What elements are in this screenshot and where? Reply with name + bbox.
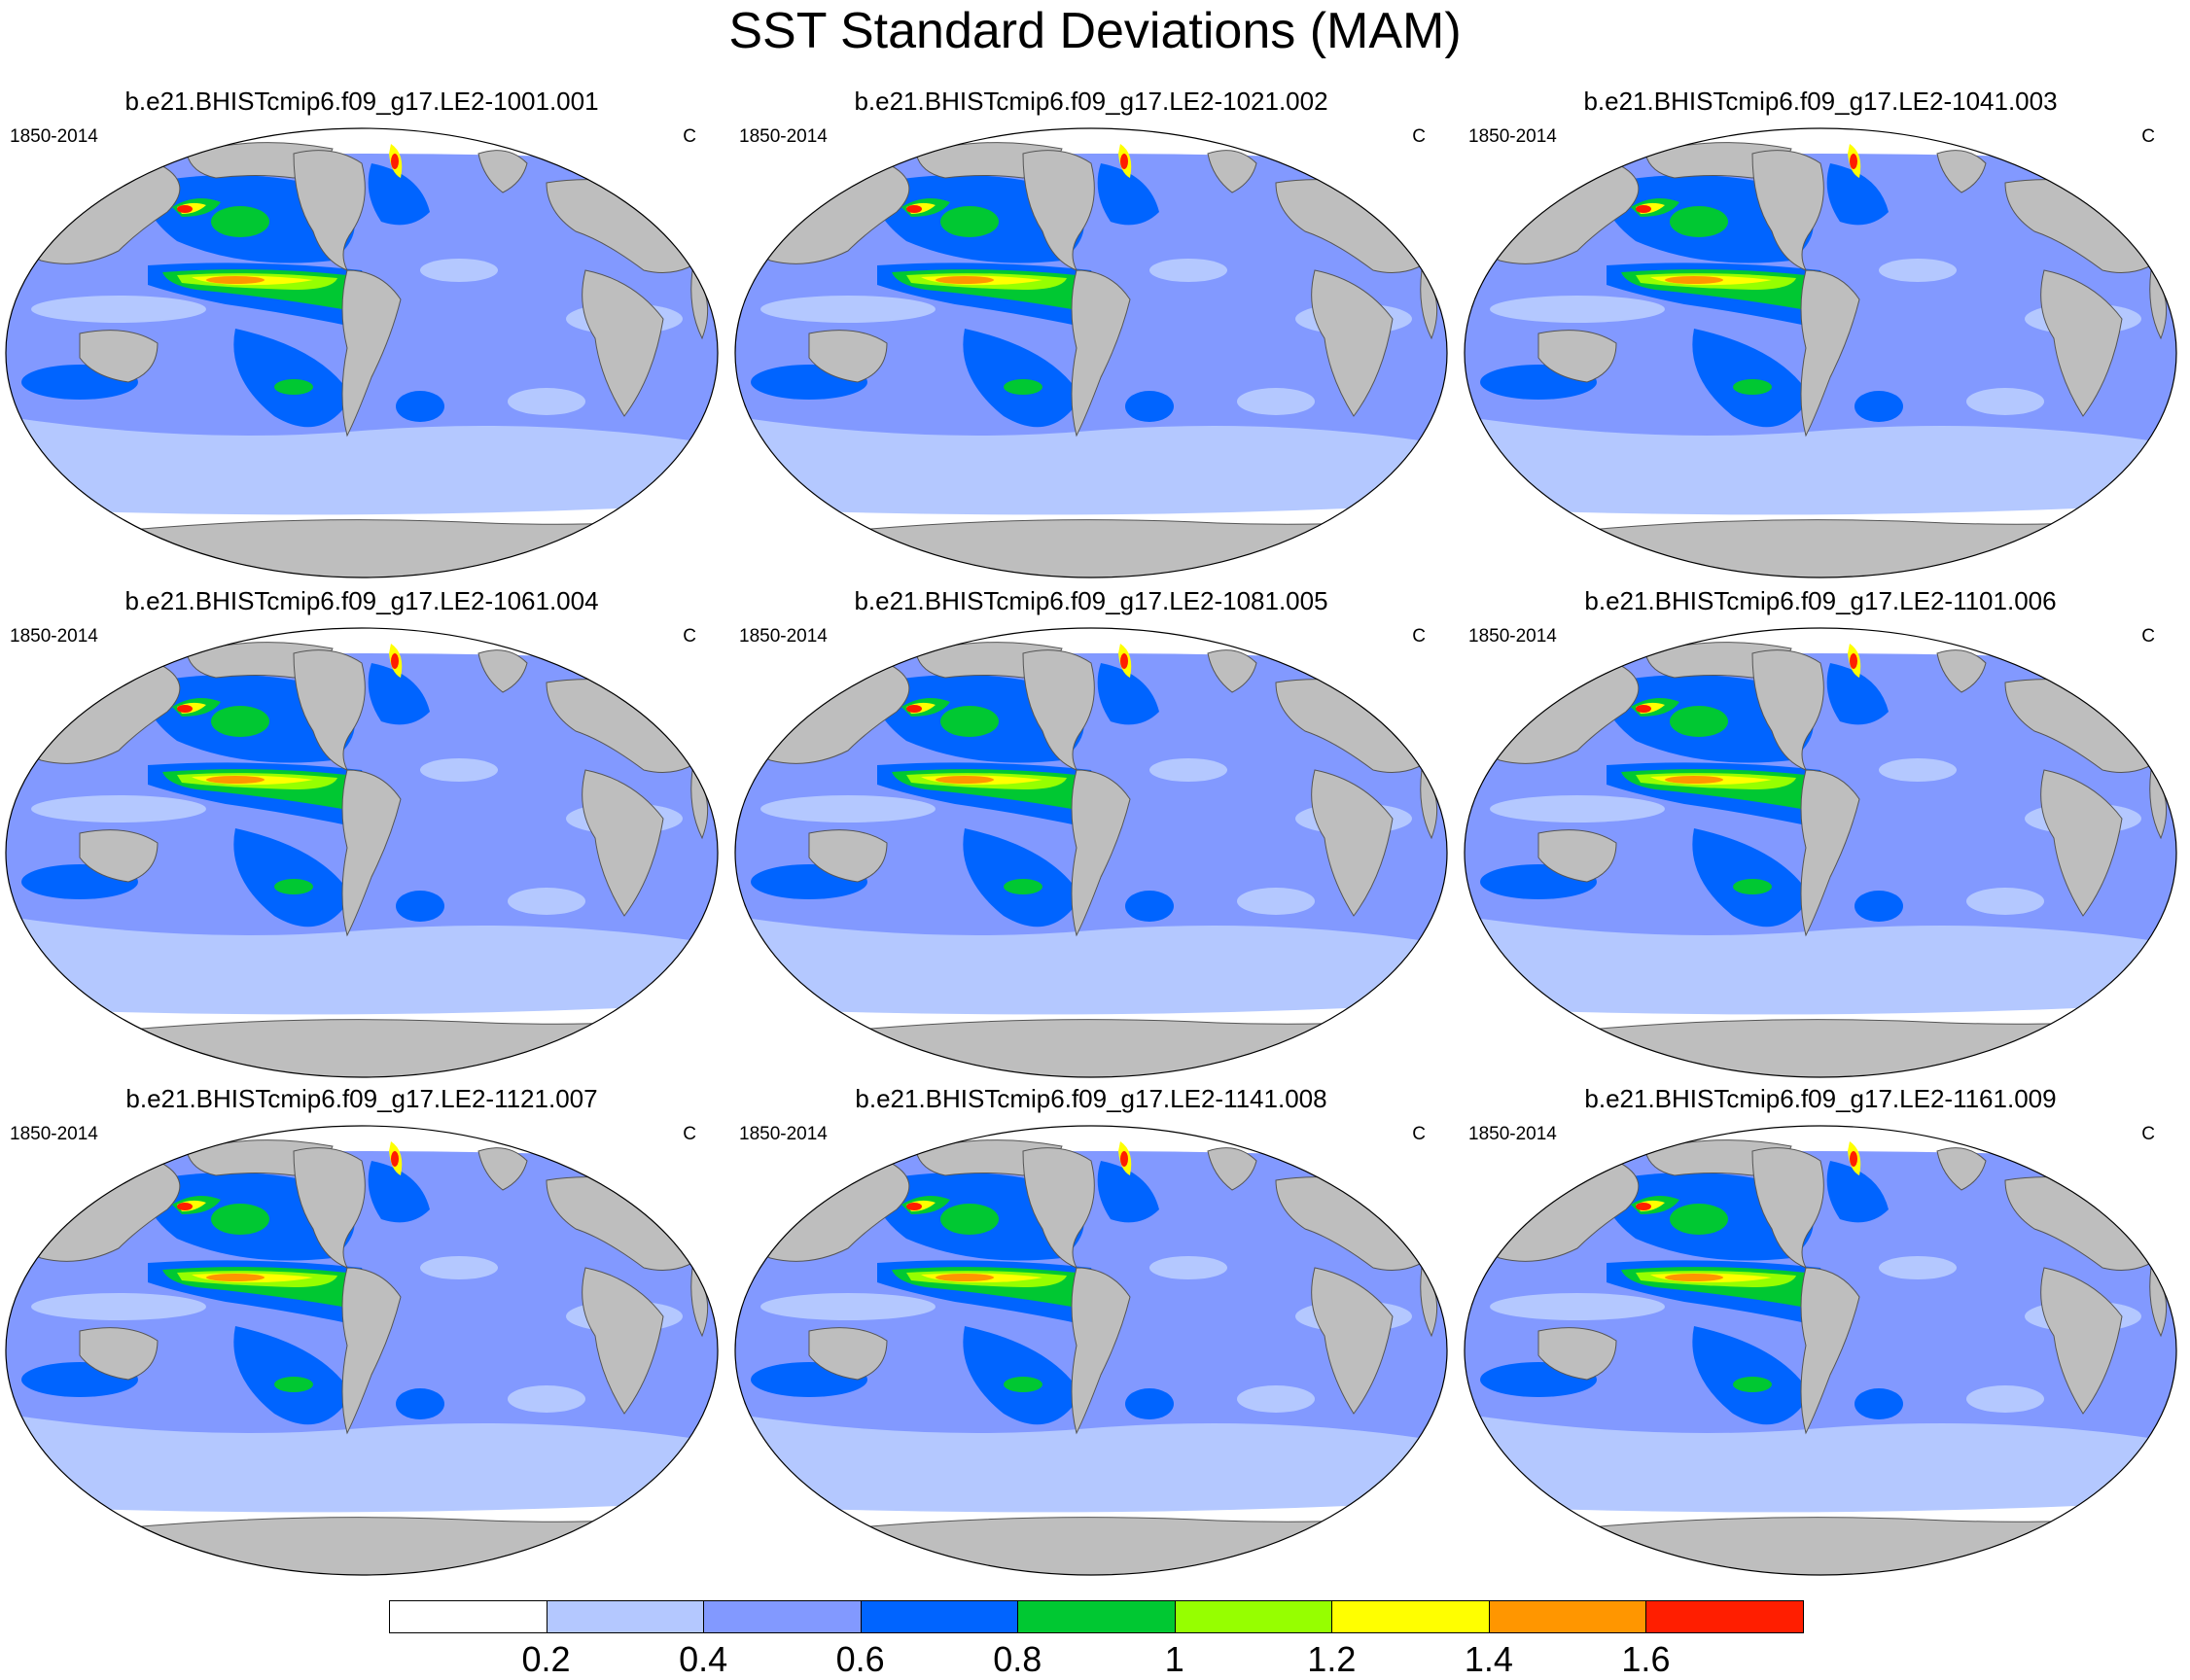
colorbar-tick-label: 1.4 [1464, 1639, 1513, 1679]
period-label: 1850-2014 [1468, 126, 1557, 147]
colorbar-tick-label: 0.4 [679, 1639, 728, 1679]
map-panel: b.e21.BHISTcmip6.f09_g17.LE2-1141.008 185… [731, 1083, 1451, 1579]
map-outline [734, 627, 1448, 1078]
world-map [734, 1125, 1448, 1576]
world-map [1464, 627, 2177, 1078]
map-outline [5, 1125, 719, 1576]
map-outline [1464, 627, 2177, 1078]
units-label: C [2141, 126, 2155, 147]
map-panel: b.e21.BHISTcmip6.f09_g17.LE2-1161.009 185… [1461, 1083, 2180, 1579]
colorbar-tick-label: 0.2 [521, 1639, 571, 1679]
map-outline [5, 127, 719, 578]
world-map [734, 627, 1448, 1078]
map-panel: b.e21.BHISTcmip6.f09_g17.LE2-1021.002 185… [731, 86, 1451, 581]
world-map [1464, 1125, 2177, 1576]
units-label: C [683, 1124, 696, 1144]
map-panel: b.e21.BHISTcmip6.f09_g17.LE2-1101.006 185… [1461, 585, 2180, 1081]
map-outline [5, 627, 719, 1078]
colorbar-tick-label: 0.8 [993, 1639, 1042, 1679]
units-label: C [1412, 126, 1426, 147]
map-outline [734, 1125, 1448, 1576]
colorbar [389, 1600, 1804, 1635]
colorbar-segment [1017, 1600, 1176, 1633]
colorbar-segment [1174, 1600, 1333, 1633]
panel-title: b.e21.BHISTcmip6.f09_g17.LE2-1081.005 [854, 586, 1328, 615]
units-label: C [683, 126, 696, 147]
period-label: 1850-2014 [739, 126, 828, 147]
map-panel: b.e21.BHISTcmip6.f09_g17.LE2-1081.005 185… [731, 585, 1451, 1081]
world-map [1464, 127, 2177, 578]
panel-title: b.e21.BHISTcmip6.f09_g17.LE2-1061.004 [124, 586, 599, 615]
map-panel: b.e21.BHISTcmip6.f09_g17.LE2-1061.004 185… [2, 585, 722, 1081]
units-label: C [1412, 1124, 1426, 1144]
map-panel: b.e21.BHISTcmip6.f09_g17.LE2-1041.003 185… [1461, 86, 2180, 581]
period-label: 1850-2014 [739, 1124, 828, 1144]
world-map [734, 127, 1448, 578]
map-panel: b.e21.BHISTcmip6.f09_g17.LE2-1121.007 185… [2, 1083, 722, 1579]
period-label: 1850-2014 [10, 126, 98, 147]
world-map [5, 627, 719, 1078]
panel-title: b.e21.BHISTcmip6.f09_g17.LE2-1041.003 [1583, 87, 2058, 116]
panel-title: b.e21.BHISTcmip6.f09_g17.LE2-1001.001 [124, 87, 599, 116]
colorbar-tick-label: 1 [1164, 1639, 1184, 1679]
period-label: 1850-2014 [1468, 1124, 1557, 1144]
colorbar-tick-label: 0.6 [835, 1639, 885, 1679]
colorbar-tick-label: 1.2 [1307, 1639, 1357, 1679]
period-label: 1850-2014 [1468, 626, 1557, 647]
main-title: SST Standard Deviations (MAM) [728, 3, 1462, 59]
map-outline [1464, 127, 2177, 578]
colorbar-segment [546, 1600, 705, 1633]
map-outline [734, 127, 1448, 578]
world-map [5, 127, 719, 578]
colorbar-segment [1488, 1600, 1647, 1633]
colorbar-tick-label: 1.6 [1621, 1639, 1671, 1679]
map-outline [1464, 1125, 2177, 1576]
panel-title: b.e21.BHISTcmip6.f09_g17.LE2-1101.006 [1584, 586, 2057, 615]
period-label: 1850-2014 [739, 626, 828, 647]
colorbar-segment [389, 1600, 548, 1633]
units-label: C [683, 626, 696, 647]
map-panel: b.e21.BHISTcmip6.f09_g17.LE2-1001.001 185… [2, 86, 722, 581]
colorbar-segment [860, 1600, 1019, 1633]
panel-title: b.e21.BHISTcmip6.f09_g17.LE2-1021.002 [854, 87, 1328, 116]
world-map [5, 1125, 719, 1576]
units-label: C [2141, 1124, 2155, 1144]
panel-title: b.e21.BHISTcmip6.f09_g17.LE2-1141.008 [855, 1084, 1327, 1113]
colorbar-segment [1331, 1600, 1490, 1633]
period-label: 1850-2014 [10, 626, 98, 647]
panel-title: b.e21.BHISTcmip6.f09_g17.LE2-1121.007 [125, 1084, 598, 1113]
colorbar-segment [703, 1600, 862, 1633]
units-label: C [1412, 626, 1426, 647]
period-label: 1850-2014 [10, 1124, 98, 1144]
colorbar-segment [1645, 1600, 1804, 1633]
units-label: C [2141, 626, 2155, 647]
panel-title: b.e21.BHISTcmip6.f09_g17.LE2-1161.009 [1584, 1084, 2057, 1113]
